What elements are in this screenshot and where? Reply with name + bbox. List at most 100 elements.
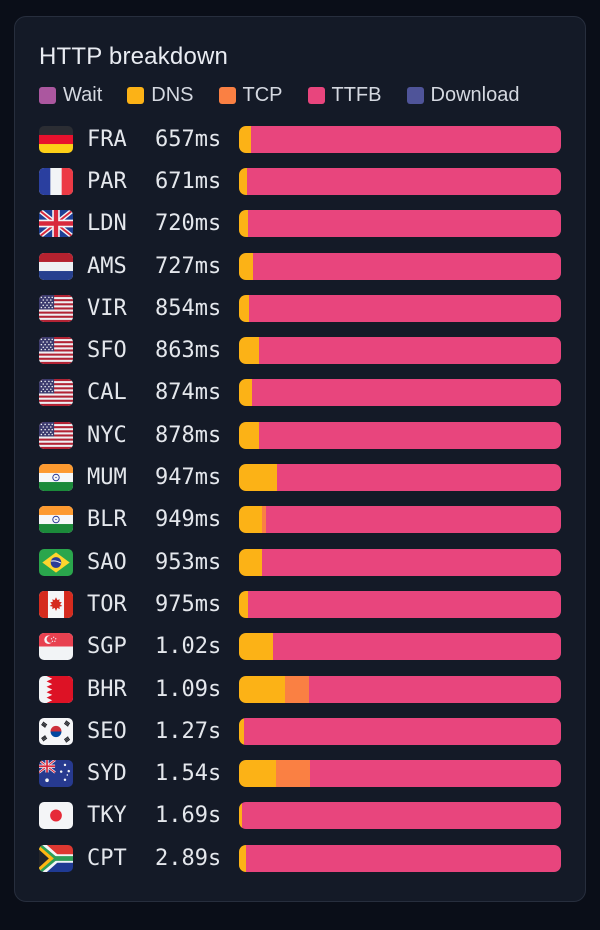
response-time: 947ms	[155, 465, 222, 491]
segment-tcp	[276, 760, 311, 788]
location-row-sgp: SGP 1.02s	[39, 626, 561, 668]
legend-item-wait[interactable]: Wait	[39, 84, 102, 107]
breakdown-bar	[239, 210, 561, 238]
response-time: 2.89s	[155, 845, 222, 871]
location-row-sfo: SFO 863ms	[39, 329, 561, 371]
south-africa-flag-icon	[39, 844, 73, 872]
segment-dns	[239, 252, 254, 280]
breakdown-bar	[239, 548, 561, 576]
segment-dns	[239, 167, 248, 195]
response-time: 874ms	[155, 380, 222, 406]
breakdown-bar	[239, 717, 561, 745]
japan-flag-icon	[39, 802, 73, 830]
usa-flag-icon	[39, 421, 73, 449]
segment-ttfb	[253, 252, 561, 280]
location-row-cal: CAL 874ms	[39, 372, 561, 414]
location-row-tky: TKY 1.69s	[39, 795, 561, 837]
segment-dns	[239, 844, 247, 872]
legend-label: Wait	[63, 84, 103, 106]
location-row-vir: VIR 854ms	[39, 287, 561, 329]
segment-dns	[239, 337, 259, 365]
segment-ttfb	[244, 717, 561, 745]
segment-dns	[239, 464, 277, 492]
usa-flag-icon	[39, 294, 73, 322]
breakdown-bar	[239, 421, 561, 449]
segment-ttfb	[246, 844, 561, 872]
south-korea-flag-icon	[39, 717, 73, 745]
segment-ttfb	[310, 760, 561, 788]
location-row-seo: SEO 1.27s	[39, 710, 561, 752]
legend-item-dns[interactable]: DNS	[127, 84, 194, 107]
location-row-cpt: CPT 2.89s	[39, 837, 561, 879]
segment-ttfb	[266, 506, 561, 534]
segment-dns	[239, 675, 286, 703]
legend: Wait DNS TCP TTFB Download	[39, 84, 561, 107]
canada-flag-icon	[39, 590, 73, 618]
http-breakdown-card: HTTP breakdown Wait DNS TCP TTFB Download FR…	[14, 16, 586, 903]
response-time: 854ms	[155, 295, 222, 321]
rows-container: FRA 657ms PAR 671ms LDN 720ms AMS 727ms VIR 854ms…	[39, 118, 561, 879]
germany-flag-icon	[39, 125, 73, 153]
response-time: 863ms	[155, 338, 222, 364]
response-time: 720ms	[155, 211, 222, 237]
legend-label: DNS	[151, 84, 194, 106]
location-code: TOR	[87, 591, 127, 617]
breakdown-bar	[239, 379, 561, 407]
location-code: SEO	[87, 718, 127, 744]
india-flag-icon	[39, 506, 73, 534]
usa-flag-icon	[39, 337, 73, 365]
legend-item-tcp[interactable]: TCP	[218, 84, 283, 107]
segment-ttfb	[250, 125, 561, 153]
netherlands-flag-icon	[39, 252, 73, 280]
segment-ttfb	[247, 167, 561, 195]
location-row-ams: AMS 727ms	[39, 245, 561, 287]
france-flag-icon	[39, 167, 73, 195]
location-row-par: PAR 671ms	[39, 160, 561, 202]
segment-ttfb	[309, 675, 561, 703]
location-code: CPT	[87, 845, 127, 871]
location-code: VIR	[87, 295, 127, 321]
location-row-syd: SYD 1.54s	[39, 752, 561, 794]
bahrain-flag-icon	[39, 675, 73, 703]
legend-item-download[interactable]: Download	[406, 84, 519, 107]
legend-label: TCP	[242, 84, 283, 106]
breakdown-bar	[239, 633, 561, 661]
location-code: NYC	[87, 422, 127, 448]
breakdown-bar	[239, 294, 561, 322]
location-code: AMS	[87, 253, 127, 279]
segment-ttfb	[248, 210, 561, 238]
segment-ttfb	[258, 421, 561, 449]
dns-swatch-icon	[127, 87, 145, 104]
location-code: BLR	[87, 507, 127, 533]
location-code: SGP	[87, 634, 127, 660]
location-row-mum: MUM 947ms	[39, 456, 561, 498]
segment-dns	[239, 421, 259, 449]
card-title: HTTP breakdown	[39, 43, 229, 70]
response-time: 1.09s	[155, 676, 222, 702]
breakdown-bar	[239, 844, 561, 872]
location-row-bhr: BHR 1.09s	[39, 668, 561, 710]
segment-dns	[239, 548, 263, 576]
response-time: 657ms	[155, 126, 222, 152]
response-time: 975ms	[155, 591, 222, 617]
response-time: 727ms	[155, 253, 222, 279]
location-code: BHR	[87, 676, 127, 702]
breakdown-bar	[239, 252, 561, 280]
breakdown-bar	[239, 464, 561, 492]
location-row-nyc: NYC 878ms	[39, 414, 561, 456]
location-code: CAL	[87, 380, 127, 406]
segment-ttfb	[276, 464, 561, 492]
response-time: 671ms	[155, 168, 222, 194]
australia-flag-icon	[39, 760, 73, 788]
wait-swatch-icon	[39, 87, 56, 104]
segment-dns	[239, 506, 263, 534]
legend-item-ttfb[interactable]: TTFB	[307, 84, 382, 107]
response-time: 953ms	[155, 549, 222, 575]
response-time: 1.54s	[155, 761, 222, 787]
breakdown-bar	[239, 337, 561, 365]
breakdown-bar	[239, 802, 561, 830]
ttfb-swatch-icon	[307, 87, 325, 104]
segment-dns	[239, 717, 245, 745]
brazil-flag-icon	[39, 548, 73, 576]
segment-ttfb	[248, 294, 561, 322]
